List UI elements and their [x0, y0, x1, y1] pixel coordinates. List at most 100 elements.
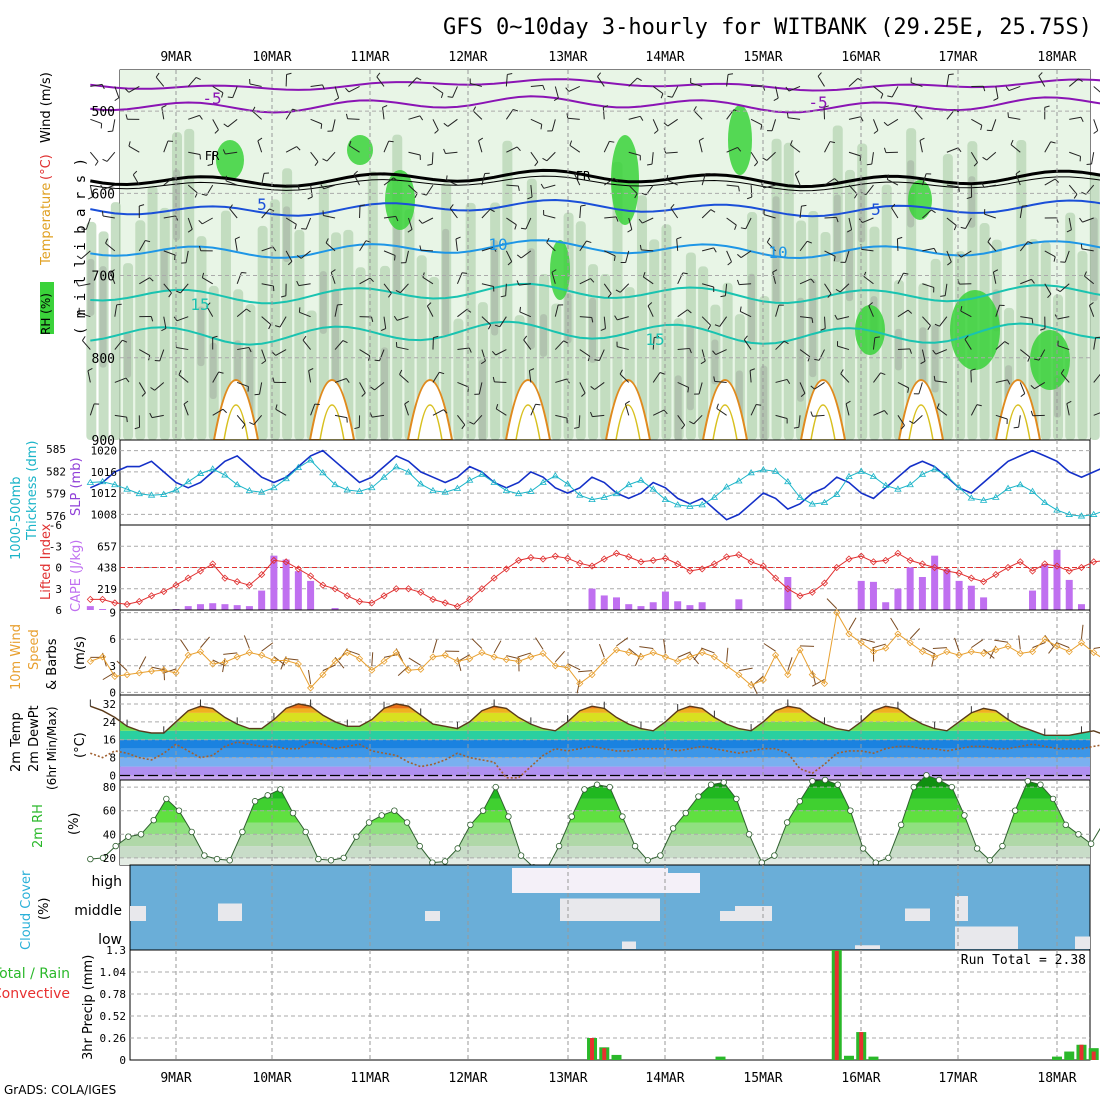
- wind-barb-flag: [642, 272, 646, 278]
- wind-barb: [379, 349, 385, 361]
- wind-barb-flag: [590, 278, 595, 283]
- wind-barb: [359, 240, 367, 252]
- wind-barb: [986, 151, 997, 161]
- lifted-index-point: [735, 551, 743, 559]
- wind-barb-flag: [139, 204, 145, 207]
- wind-barb-flag: [212, 335, 218, 339]
- wind-barb: [619, 373, 630, 383]
- wind-barb: [543, 184, 556, 189]
- wind10-speed-point: [270, 656, 278, 665]
- wind-barb: [187, 77, 197, 87]
- wind-barb: [139, 277, 150, 285]
- panel-2m-rh: 20 40 60 80 2m RH (%): [31, 772, 1100, 873]
- wind-barb: [984, 213, 996, 219]
- date-label-bottom-10MAR: 10MAR: [252, 1071, 291, 1086]
- wind-barb: [1068, 184, 1078, 195]
- wind-barb-flag: [590, 386, 595, 390]
- wind10-speed-point: [527, 653, 535, 661]
- wind-barb-flag: [126, 417, 128, 423]
- wind10-barb: [848, 617, 857, 631]
- rh-column-gray: [527, 248, 535, 350]
- thickness-point: [441, 488, 449, 495]
- thickness-point: [967, 494, 976, 501]
- wind-barb-flag: [134, 426, 140, 430]
- wind10-tick-0: 0: [109, 686, 116, 699]
- wind-barb: [349, 145, 360, 153]
- thickness-point: [465, 476, 474, 483]
- wind-barb-flag: [1054, 178, 1060, 183]
- wind-barb: [408, 217, 413, 230]
- wind-barb: [383, 250, 396, 256]
- lifted-index-point: [1090, 558, 1098, 566]
- wind10-barb: [811, 679, 825, 687]
- wind10-speed-point: [588, 671, 596, 679]
- thickness-point: [808, 500, 816, 507]
- wind-barb: [432, 86, 444, 94]
- wind10-speed-point: [955, 651, 963, 659]
- wind-barb: [863, 276, 874, 285]
- cloud-axis-label: Cloud Cover: [19, 870, 34, 950]
- wind-barb-flag: [800, 393, 806, 397]
- wind-barb-flag: [308, 368, 314, 372]
- wind-barb: [726, 74, 729, 87]
- thickness-point: [894, 485, 902, 492]
- wind10-barb: [432, 639, 438, 654]
- rh-column-mid: [600, 273, 611, 440]
- lifted-index-point: [429, 595, 437, 603]
- wind-barb-flag: [966, 196, 972, 200]
- rh-column-gray: [711, 339, 719, 385]
- thickness-point: [404, 468, 413, 475]
- wind-barb-flag: [1010, 139, 1014, 145]
- wind-barb-flag: [94, 161, 99, 166]
- cape-bar: [637, 606, 645, 610]
- wind-barb-flag: [712, 350, 717, 355]
- cape-bar: [857, 580, 865, 610]
- lifted-index-point: [600, 555, 608, 563]
- wind-barb: [960, 310, 972, 318]
- rh-point: [289, 809, 297, 817]
- wind10-barb: [663, 638, 666, 653]
- thickness-point: [135, 489, 143, 497]
- wind-barb-flag: [1073, 194, 1078, 199]
- rh-tick-60: 60: [103, 805, 116, 818]
- wind-barb: [939, 316, 948, 327]
- wind-barb-flag: [480, 360, 486, 365]
- contour-label-minus5: -5: [808, 93, 827, 112]
- thickness-point: [698, 501, 706, 508]
- wind-barb-flag: [542, 157, 548, 162]
- cape-bar: [735, 599, 743, 610]
- precip-tick-1.04: 1.04: [100, 966, 127, 979]
- cloud-low-cell: [855, 945, 880, 949]
- wind-barb-flag: [172, 177, 178, 181]
- thickness-point: [392, 463, 400, 470]
- thickness-point: [1028, 487, 1037, 494]
- wind-barb-flag: [222, 149, 226, 155]
- wind-barb: [592, 414, 605, 418]
- wind-barb-flag: [261, 360, 266, 365]
- lifted-index-point: [918, 560, 926, 568]
- wind-barb-flag: [614, 315, 618, 321]
- wind-barb: [677, 347, 690, 351]
- wind-barb: [666, 179, 678, 186]
- wind-barb: [252, 110, 262, 120]
- lifted-index-point: [833, 563, 841, 572]
- wind-barb: [1084, 275, 1095, 285]
- wind-barb: [422, 217, 434, 224]
- thickness-point: [563, 480, 572, 487]
- thickness-point: [930, 465, 939, 472]
- wind-barb: [671, 86, 679, 98]
- wind10-barb: [243, 635, 250, 649]
- rh-point: [796, 798, 803, 805]
- lifted-index-point: [441, 599, 449, 607]
- wind-barb: [960, 250, 972, 258]
- wind-barb: [897, 415, 905, 426]
- thickness-point: [845, 472, 853, 479]
- wind-barb: [334, 304, 338, 317]
- wind10-barb: [787, 657, 793, 671]
- wind-barb-flag: [207, 163, 213, 166]
- wind10-speed-point: [931, 653, 939, 661]
- wind-barb: [383, 283, 392, 294]
- wind-barb: [554, 86, 559, 99]
- wind-barb: [1057, 316, 1070, 320]
- rh-point: [1087, 840, 1095, 847]
